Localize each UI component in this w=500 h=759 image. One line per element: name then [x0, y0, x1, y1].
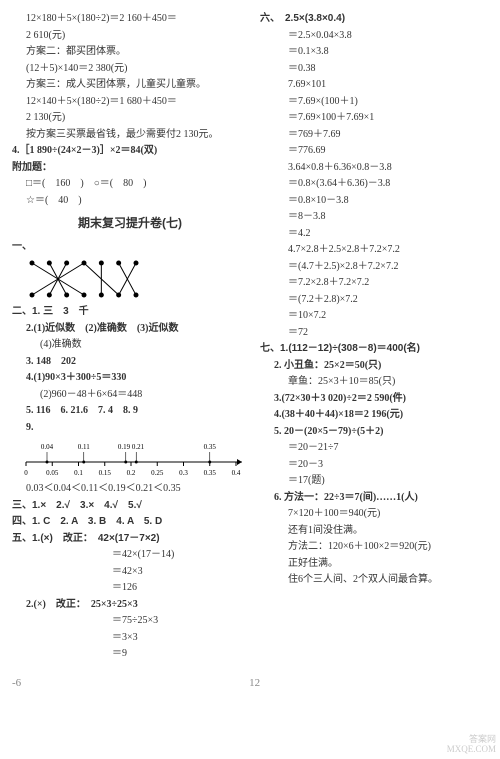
section-head: 七、1.(112－12)÷(308－8)＝400(名): [260, 341, 488, 357]
text: ＝0.38: [260, 61, 488, 77]
text: ＝0.8×(3.64＋6.36)－3.8: [260, 176, 488, 192]
text: ＝72: [260, 325, 488, 341]
svg-text:0.3: 0.3: [179, 469, 188, 477]
text: 2.(1)近似数 (2)准确数 (3)近似数: [12, 321, 248, 337]
svg-text:0.19 0.21: 0.19 0.21: [118, 443, 145, 451]
right-column: 六、 2.5×(3.8×0.4) ＝2.5×0.04×3.8 ＝0.1×3.8 …: [260, 10, 488, 663]
watermark: 答案网MXQE.COM: [447, 735, 496, 755]
text: 7.69×101: [260, 77, 488, 93]
text: 章鱼：25×3＋10＝85(只): [260, 374, 488, 390]
text: ＝42×3: [12, 564, 248, 580]
section-head: 四、1. C 2. A 3. B 4. A 5. D: [12, 514, 248, 530]
section-title: 期末复习提升卷(七): [12, 214, 248, 233]
text: (2)960－48＋6×64＝448: [12, 387, 248, 403]
text: 7×120＋100＝940(元): [260, 506, 488, 522]
text: 正好住满。: [260, 556, 488, 572]
text: 5. 116 6. 21.6 7. 4 8. 9: [12, 403, 248, 419]
text: 2. 小丑鱼：25×2＝50(只): [260, 358, 488, 374]
text: 还有1间没住满。: [260, 523, 488, 539]
left-column: 12×180＋5×(180÷2)＝2 160＋450＝ 2 610(元) 方案二…: [12, 10, 248, 663]
text: ＝7.2×2.8＋7.2×7.2: [260, 275, 488, 291]
section-head: 二、1. 三 3 千: [12, 304, 248, 320]
text: ＝0.1×3.8: [260, 44, 488, 60]
svg-text:0.11: 0.11: [78, 443, 90, 451]
text: ＝(4.7＋2.5)×2.8＋7.2×7.2: [260, 259, 488, 275]
svg-text:0.04: 0.04: [41, 443, 54, 451]
text: (12＋5)×140＝2 380(元): [12, 61, 248, 77]
text: 3. 148 202: [12, 354, 248, 370]
page-center: 12: [249, 675, 260, 692]
svg-text:0.35: 0.35: [204, 469, 217, 477]
text: 住6个三人间、2个双人间最合算。: [260, 572, 488, 588]
text: ＝20－3: [260, 457, 488, 473]
svg-text:0.05: 0.05: [46, 469, 59, 477]
matching-diagram: [24, 255, 144, 303]
section-head: 一、: [12, 239, 248, 255]
text: ＝7.69×(100＋1): [260, 94, 488, 110]
svg-text:0: 0: [24, 469, 28, 477]
text: □＝( 160 ) ○＝( 80 ): [12, 176, 248, 192]
text: 4.(38＋40＋44)×18＝2 196(元): [260, 407, 488, 423]
section-head: 五、1.(×) 改正： 42×(17－7×2): [12, 531, 248, 547]
svg-text:0.2: 0.2: [127, 469, 136, 477]
text: ＝9: [12, 646, 248, 662]
text: (4)准确数: [12, 337, 248, 353]
text: 2 130(元): [12, 110, 248, 126]
text: 4.［1 890÷(24×2－3)］×2＝84(双): [12, 143, 248, 159]
text: 2 610(元): [12, 28, 248, 44]
text: ＝3×3: [12, 630, 248, 646]
text: ＝17(题): [260, 473, 488, 489]
text: ＝0.8×10－3.8: [260, 193, 488, 209]
text: 5. 20－(20×5－79)÷(5＋2): [260, 424, 488, 440]
page-left: -6: [12, 675, 21, 692]
text: 按方案三买票最省钱，最少需要付2 130元。: [12, 127, 248, 143]
text: 12×140＋5×(180÷2)＝1 680＋450＝: [12, 94, 248, 110]
text: ＝2.5×0.04×3.8: [260, 28, 488, 44]
text: ＝776.69: [260, 143, 488, 159]
text: ＝4.2: [260, 226, 488, 242]
text: ＝7.69×100＋7.69×1: [260, 110, 488, 126]
text: 9.: [12, 420, 248, 436]
text: 2.(×) 改正： 25×3÷25×3: [12, 597, 248, 613]
svg-text:0.15: 0.15: [99, 469, 112, 477]
section-head: 三、1.× 2.√ 3.× 4.√ 5.√: [12, 498, 248, 514]
text: 3.64×0.8＋6.36×0.8－3.8: [260, 160, 488, 176]
text: ＝75÷25×3: [12, 613, 248, 629]
text: ＝20－21÷7: [260, 440, 488, 456]
text: ＝8－3.8: [260, 209, 488, 225]
section-head: 六、 2.5×(3.8×0.4): [260, 11, 488, 27]
text: ＝769＋7.69: [260, 127, 488, 143]
text: ＝10×7.2: [260, 308, 488, 324]
text: 12×180＋5×(180÷2)＝2 160＋450＝: [12, 11, 248, 27]
svg-text:0.1: 0.1: [74, 469, 83, 477]
text: 方法二：120×6＋100×2＝920(元): [260, 539, 488, 555]
svg-text:0.4: 0.4: [232, 469, 241, 477]
text: 4.(1)90×3＋300÷5＝330: [12, 370, 248, 386]
text: 0.03＜0.04＜0.11＜0.19＜0.21＜0.35: [12, 481, 248, 497]
svg-text:0.25: 0.25: [151, 469, 164, 477]
footer: -6 12: [12, 675, 488, 692]
text: ☆＝( 40 ): [12, 193, 248, 209]
text: 6. 方法一：22÷3＝7(间)……1(人): [260, 490, 488, 506]
text: ＝(7.2＋2.8)×7.2: [260, 292, 488, 308]
text: ＝126: [12, 580, 248, 596]
text: ＝42×(17－14): [12, 547, 248, 563]
text: 3.(72×30＋3 020)÷2＝2 590(件): [260, 391, 488, 407]
svg-text:0.35: 0.35: [204, 443, 217, 451]
text: 方案三：成人买团体票，儿童买儿童票。: [12, 77, 248, 93]
text: 4.7×2.8＋2.5×2.8＋7.2×7.2: [260, 242, 488, 258]
text: 附加题：: [12, 160, 248, 176]
number-line: 0 0.05 0.1 0.15 0.2 0.25 0.3 0.35 0.4 0.04 0.11 0.1…: [18, 436, 248, 480]
text: 方案二：都买团体票。: [12, 44, 248, 60]
